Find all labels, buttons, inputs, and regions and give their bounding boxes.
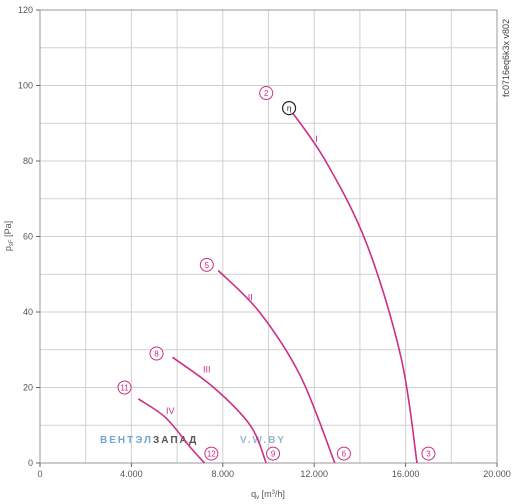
y-tick-label: 120 (18, 5, 33, 15)
curve-start-marker-label: 5 (205, 261, 210, 270)
curve-end-marker-circle (336, 446, 351, 461)
x-tick-label: 16.000 (392, 469, 420, 479)
y-axis-label-main: p (3, 246, 13, 251)
y-tick-label: 0 (28, 458, 33, 468)
curve-start-marker-label: 2 (264, 89, 269, 98)
curve-start-marker-circle (149, 346, 164, 361)
y-axis-ticks: 0 20 40 60 80 100 120 (18, 5, 40, 468)
efficiency-marker-circle (281, 101, 297, 116)
efficiency-marker-label: η (287, 104, 291, 113)
curve-end-marker-circle (421, 446, 436, 461)
y-axis-label-unit: [Pa] (3, 221, 13, 240)
y-axis-label: psF [Pa] (3, 221, 15, 251)
x-axis-label-unit-pre: [m (259, 489, 272, 499)
curve-end-marker-circle (266, 446, 281, 461)
curve-end-marker-label: 9 (271, 450, 276, 459)
y-tick-label: 100 (18, 81, 33, 91)
series-curve-I (288, 107, 418, 464)
x-tick-label: 12.000 (300, 469, 328, 479)
x-axis-label-main: q (251, 489, 256, 499)
series-label-III: III (203, 364, 211, 374)
grid (39, 9, 498, 464)
x-tick-label: 8.000 (212, 469, 235, 479)
y-tick-label: 20 (23, 383, 33, 393)
y-tick-label: 60 (23, 232, 33, 242)
x-axis-ticks: 0 4.000 8.000 12.000 16.000 20.000 (37, 463, 511, 479)
curve-start-marker-circle (259, 86, 274, 101)
y-axis-label-sub: sF (9, 239, 15, 246)
watermark-part2: ЗАПАД (153, 435, 198, 446)
curve-end-marker-label: 12 (207, 450, 216, 459)
curve-end-marker-label: 3 (426, 450, 431, 459)
side-code: fc0716eq6k3x v802 (501, 19, 511, 97)
series-label-I: I (315, 134, 318, 144)
series-curve-II (217, 269, 336, 464)
watermark-part3: V.W.BY (240, 435, 286, 446)
watermark-part1: ВЕНТЭЛ (100, 435, 153, 446)
curve-start-marker-circle (199, 257, 214, 272)
x-axis-label-unit-post: /h] (275, 489, 285, 499)
x-axis-label-unit-sup: 3 (272, 490, 276, 496)
curve-markers: 2 3 5 6 8 9 11 12 η (117, 86, 436, 461)
series-label-IV: IV (166, 406, 175, 416)
curve-start-marker-label: 8 (154, 350, 159, 359)
x-tick-label: 4.000 (120, 469, 143, 479)
x-axis-label-sub: v (256, 495, 259, 501)
svg-text:ВЕНТЭЛЗАПАД: ВЕНТЭЛЗАПАД (100, 435, 198, 446)
curve-end-marker-label: 6 (342, 450, 347, 459)
series-label-II: II (248, 293, 253, 303)
curve-start-marker-circle (117, 380, 132, 395)
y-tick-label: 40 (23, 307, 33, 317)
x-tick-label: 20.000 (483, 469, 511, 479)
series-curve-III (172, 356, 267, 464)
x-axis-label: qv [m3/h] (251, 489, 285, 501)
curve-start-marker-label: 11 (120, 384, 129, 393)
x-tick-label: 0 (37, 469, 42, 479)
y-tick-label: 80 (23, 156, 33, 166)
watermark: ВЕНТЭЛЗАПАД V.W.BY (100, 435, 286, 446)
series-curve-IV (137, 398, 206, 464)
curve-end-marker-circle (204, 446, 219, 461)
